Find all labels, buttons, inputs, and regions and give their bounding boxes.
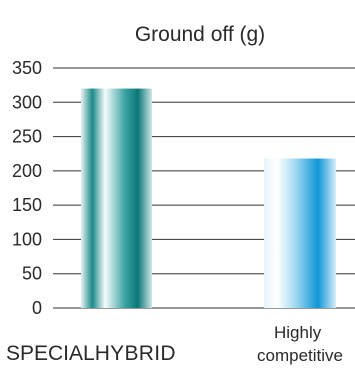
y-tick-label-50: 50 (22, 264, 42, 284)
category-label-line-2: competitive (257, 346, 343, 365)
bars (81, 88, 336, 308)
y-tick-label-300: 300 (12, 92, 42, 112)
bar-1 (81, 88, 152, 308)
category-label-specialhybrid: SPECIALHYBRID (6, 342, 176, 365)
y-tick-label-350: 350 (12, 58, 42, 78)
y-tick-label-100: 100 (12, 229, 42, 249)
category-label-special: SPECIAL (6, 342, 95, 365)
category-label-line-1: Highly (274, 323, 322, 342)
y-axis-ticks: 0 50 100 150 200 250 300 350 (12, 58, 42, 318)
category-label-highly-competitive: Highly competitive (257, 323, 343, 365)
y-tick-label-200: 200 (12, 161, 42, 181)
y-tick-label-150: 150 (12, 195, 42, 215)
y-tick-label-0: 0 (32, 298, 42, 318)
bar-2 (264, 158, 336, 308)
chart-title: Ground off (g) (135, 23, 265, 46)
category-label-hybrid: HYBRID (95, 342, 176, 365)
y-tick-label-250: 250 (12, 127, 42, 147)
